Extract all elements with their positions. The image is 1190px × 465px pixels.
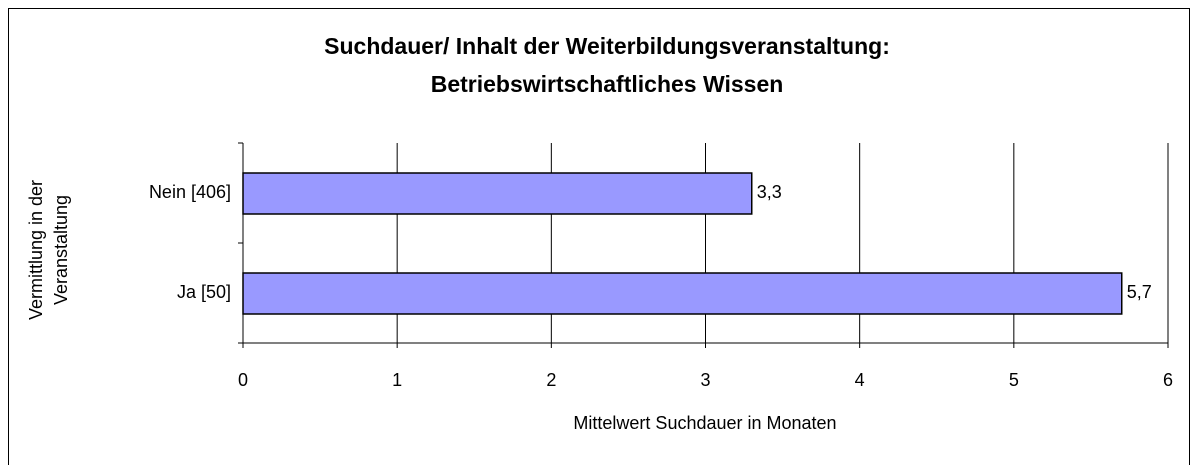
bar [242, 172, 753, 215]
x-tick-label: 0 [238, 370, 248, 390]
x-tick-label: 1 [392, 370, 402, 390]
chart-title: Betriebswirtschaftliches Wissen [431, 71, 784, 97]
y-axis-label: Veranstaltung [51, 195, 71, 305]
data-label: 5,7 [1127, 282, 1152, 302]
x-axis-label: Mittelwert Suchdauer in Monaten [573, 413, 836, 433]
y-axis-label: Vermittlung in der [26, 180, 46, 320]
x-tick-label: 6 [1163, 370, 1173, 390]
x-tick-label: 2 [546, 370, 556, 390]
x-tick-label: 4 [855, 370, 865, 390]
chart-title: Suchdauer/ Inhalt der Weiterbildungsvera… [324, 33, 890, 59]
data-label: 3,3 [757, 182, 782, 202]
y-tick-label: Ja [50] [177, 282, 231, 302]
y-tick-label: Nein [406] [149, 182, 231, 202]
x-tick-label: 3 [700, 370, 710, 390]
bar [242, 272, 1123, 315]
x-tick-label: 5 [1009, 370, 1019, 390]
